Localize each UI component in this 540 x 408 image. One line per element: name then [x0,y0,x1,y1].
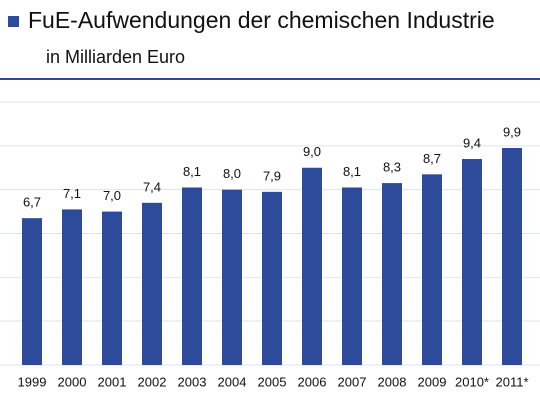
value-label: 8,0 [223,166,241,181]
value-label: 7,0 [103,188,121,203]
bar [182,187,202,365]
bar [382,183,402,365]
chart-subtitle: in Milliarden Euro [46,47,185,67]
chart-title: FuE-Aufwendungen der chemischen Industri… [28,7,495,33]
value-label: 6,7 [23,195,41,210]
x-tick-label: 2010* [455,374,489,389]
value-label: 7,1 [63,186,81,201]
bar [462,158,482,365]
bar [102,211,122,365]
x-tick-label: 2000 [58,374,87,389]
bar [262,191,282,365]
title-bullet [8,16,19,27]
x-tick-label: 2011* [495,374,528,389]
value-label: 8,3 [383,160,401,175]
bar [142,202,162,365]
value-label: 8,1 [183,164,201,179]
bar [222,189,242,365]
x-tick-label: 2002 [138,374,167,389]
x-tick-label: 2009 [418,374,447,389]
bar [502,148,522,365]
value-label: 9,9 [503,124,521,139]
value-label: 8,1 [343,164,361,179]
bar [302,167,322,365]
value-label: 7,4 [143,179,161,194]
value-label: 9,0 [303,144,321,159]
value-label: 9,4 [463,135,481,150]
bar [342,187,362,365]
x-tick-label: 2003 [178,374,207,389]
x-tick-label: 1999 [18,374,47,389]
x-tick-label: 2005 [258,374,287,389]
x-tick-label: 2001 [98,374,127,389]
value-label: 8,7 [423,151,441,166]
x-tick-label: 2007 [338,374,367,389]
value-label: 7,9 [263,168,281,183]
x-tick-label: 2008 [378,374,407,389]
bar [22,218,42,365]
x-tick-label: 2006 [298,374,327,389]
bar [422,174,442,365]
bar [62,209,82,365]
x-tick-label: 2004 [218,374,247,389]
